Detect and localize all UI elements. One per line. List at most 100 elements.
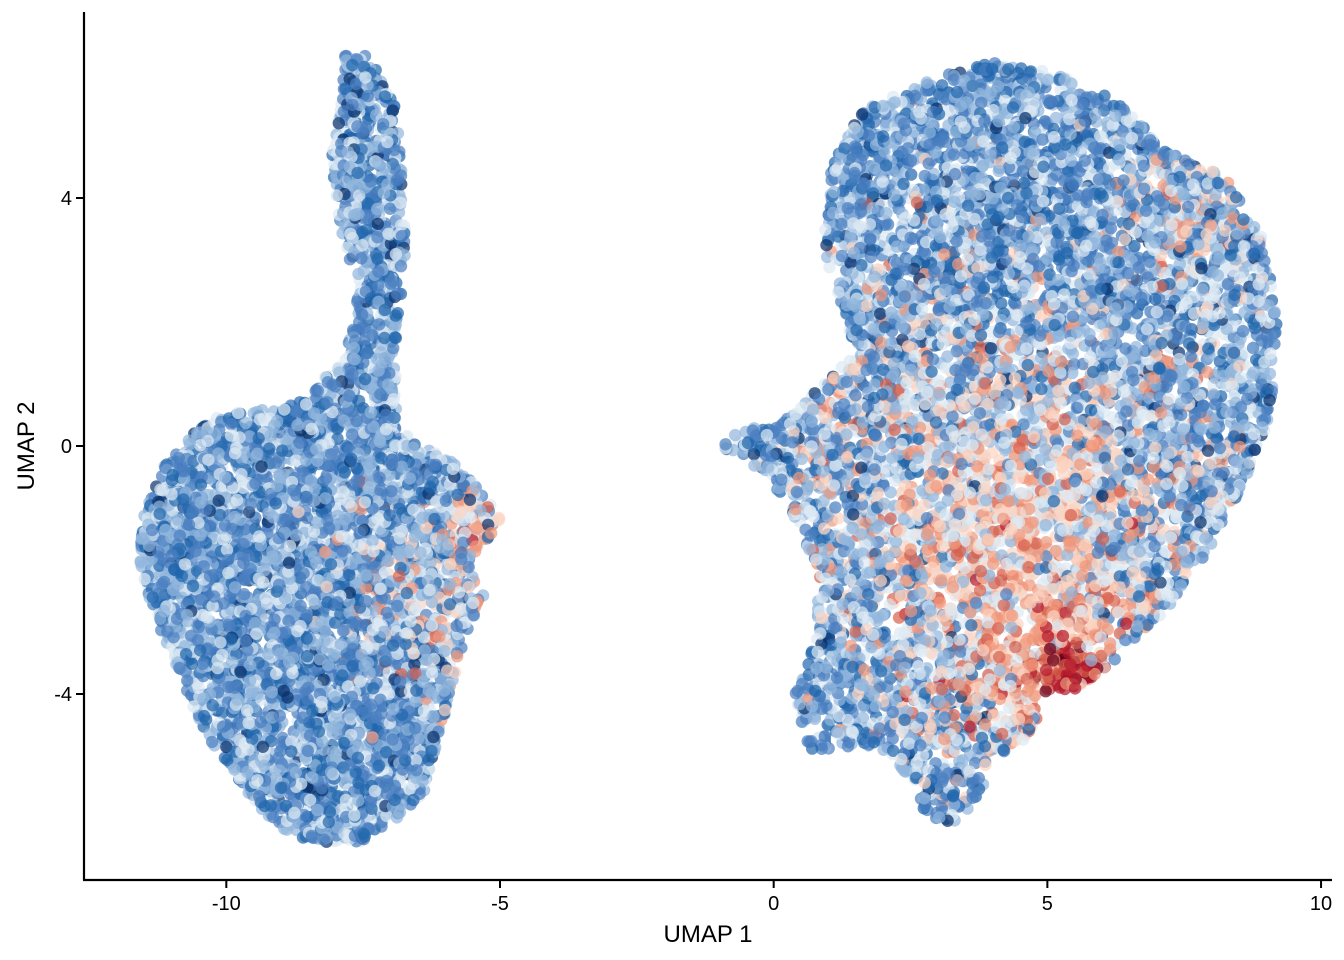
data-point bbox=[328, 690, 341, 704]
data-point bbox=[451, 650, 464, 663]
data-point bbox=[371, 252, 384, 265]
data-point bbox=[165, 548, 179, 562]
data-point bbox=[343, 253, 357, 266]
data-point bbox=[387, 393, 400, 406]
data-point bbox=[263, 442, 276, 455]
data-point bbox=[154, 483, 167, 496]
data-point bbox=[311, 803, 324, 817]
data-point bbox=[268, 613, 281, 626]
data-point bbox=[390, 811, 404, 824]
data-point bbox=[367, 682, 380, 695]
data-point bbox=[300, 632, 313, 645]
data-point bbox=[343, 568, 356, 582]
data-point bbox=[339, 513, 352, 526]
data-point bbox=[347, 342, 361, 355]
data-point bbox=[394, 675, 407, 688]
data-point bbox=[228, 447, 242, 460]
data-point bbox=[304, 474, 318, 488]
data-point bbox=[352, 267, 365, 281]
data-point bbox=[238, 572, 251, 586]
data-point bbox=[364, 175, 377, 188]
data-point bbox=[269, 497, 282, 510]
data-point bbox=[233, 734, 247, 747]
data-point bbox=[255, 460, 268, 473]
data-point bbox=[391, 599, 404, 613]
data-point bbox=[319, 492, 332, 505]
data-point bbox=[433, 630, 446, 643]
data-point bbox=[371, 231, 384, 244]
data-point bbox=[326, 726, 339, 740]
data-point bbox=[321, 376, 335, 389]
data-point bbox=[375, 452, 388, 465]
data-point bbox=[282, 614, 295, 628]
data-point bbox=[152, 545, 165, 559]
data-point bbox=[451, 488, 464, 502]
data-point bbox=[344, 708, 357, 721]
data-point bbox=[371, 156, 385, 170]
data-point bbox=[294, 619, 307, 633]
data-point bbox=[332, 117, 345, 130]
data-point bbox=[274, 745, 287, 758]
data-point bbox=[268, 626, 281, 640]
data-point bbox=[270, 415, 284, 428]
data-point bbox=[262, 647, 275, 661]
data-point bbox=[266, 550, 279, 563]
data-point bbox=[389, 309, 402, 322]
data-point bbox=[173, 529, 186, 542]
data-point bbox=[308, 597, 321, 610]
data-point bbox=[235, 745, 248, 758]
data-point bbox=[373, 318, 386, 331]
data-point bbox=[315, 781, 328, 795]
data-point bbox=[325, 448, 338, 461]
data-point bbox=[277, 684, 290, 698]
data-point bbox=[203, 569, 217, 583]
data-point bbox=[371, 279, 385, 292]
data-point bbox=[245, 732, 259, 746]
data-point bbox=[134, 556, 147, 569]
data-point bbox=[400, 586, 413, 600]
data-point bbox=[409, 695, 422, 708]
data-point bbox=[393, 532, 406, 545]
data-point bbox=[438, 644, 451, 658]
data-point bbox=[230, 493, 244, 507]
data-point bbox=[352, 741, 365, 754]
data-point bbox=[422, 753, 436, 767]
data-point bbox=[216, 720, 230, 733]
data-point bbox=[336, 669, 349, 682]
data-point bbox=[274, 781, 288, 794]
data-point bbox=[379, 423, 393, 436]
data-point bbox=[252, 432, 265, 445]
data-point bbox=[283, 539, 297, 553]
data-point bbox=[394, 196, 407, 209]
data-point bbox=[454, 602, 468, 615]
data-point bbox=[350, 414, 363, 428]
data-point bbox=[428, 512, 441, 526]
data-point bbox=[425, 619, 439, 632]
data-point bbox=[443, 598, 457, 611]
data-point bbox=[293, 436, 306, 449]
data-point bbox=[225, 417, 238, 431]
data-point bbox=[443, 558, 457, 571]
data-point bbox=[425, 667, 439, 680]
data-point bbox=[469, 481, 482, 494]
data-point bbox=[135, 532, 149, 545]
data-point bbox=[225, 522, 239, 535]
data-point bbox=[239, 416, 253, 430]
data-point bbox=[322, 460, 335, 473]
data-point bbox=[300, 493, 313, 506]
data-point bbox=[319, 472, 333, 485]
data-point bbox=[267, 810, 280, 824]
data-point bbox=[138, 572, 151, 586]
data-point bbox=[408, 530, 421, 543]
data-point bbox=[330, 189, 343, 202]
data-point bbox=[329, 747, 343, 760]
data-point bbox=[315, 615, 328, 628]
data-point bbox=[361, 454, 374, 467]
data-point bbox=[420, 653, 433, 667]
data-points bbox=[134, 49, 1283, 848]
data-point bbox=[311, 384, 325, 398]
data-point bbox=[373, 483, 387, 497]
data-point bbox=[194, 593, 208, 606]
data-point bbox=[374, 435, 387, 449]
